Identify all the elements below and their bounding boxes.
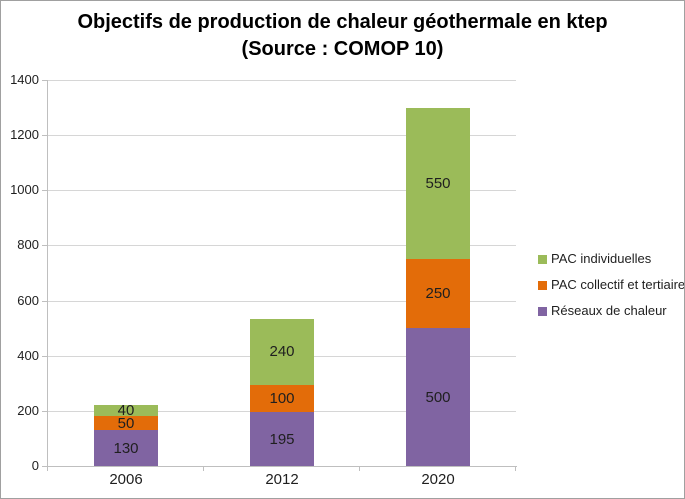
legend-label: PAC collectif et tertiaire [551,277,685,292]
y-axis-tick-label: 200 [17,402,39,418]
x-axis-tick [47,467,48,471]
legend-swatch [538,280,547,290]
bar-segment-label: 40 [117,402,135,420]
bar-segment: 500 [406,328,470,466]
bar-segment-label: 50 [117,414,135,432]
x-axis-label: 2006 [109,471,143,488]
bar-2006: 130 50 40 [94,402,158,466]
bar-segment: 50 [94,414,158,432]
gridline-1000 [48,190,516,192]
y-axis-line [47,80,48,467]
gridline-1400 [48,80,516,81]
bar-segment-label: 195 [269,430,295,448]
bar-segment: 100 [250,384,314,413]
bar-segment-label: 500 [425,388,451,406]
chart-title-line1: Objectifs de production de chaleur géoth… [77,11,608,33]
gridline-800 [48,245,516,247]
y-axis-tick [42,355,48,357]
legend-label: PAC individuelles [551,251,652,266]
x-axis-label: 2012 [265,471,299,488]
bar-segment: 195 [250,412,314,466]
bar-segment: 250 [406,259,470,329]
y-axis-tick [42,466,48,467]
legend-swatch [538,254,547,264]
x-axis-tick [515,467,516,471]
bar-segment: 240 [250,318,314,385]
chart-title: Objectifs de production de chaleur géoth… [1,9,684,63]
legend-swatch [538,306,547,316]
gridline-600 [48,300,516,302]
chart-title-line2: (Source : COMOP 10) [241,38,444,60]
y-axis-tick-label: 800 [17,237,39,253]
bar-segment-label: 240 [269,343,295,361]
x-axis-line [47,466,517,467]
y-axis-tick [42,135,48,137]
y-axis-tick [42,300,48,302]
y-axis-tick-label: 1000 [10,182,39,198]
bar-segment-label: 550 [425,174,451,192]
y-axis-tick-label: 400 [17,347,39,363]
y-axis-tick-label: 1400 [10,72,39,87]
bar-segment: 550 [406,107,470,260]
legend-label: Réseaux de chaleur [551,303,667,318]
x-axis-label: 2020 [421,471,455,488]
bar-segment-label: 130 [113,439,139,457]
legend-item: PAC collectif et tertiaire [538,277,684,293]
y-axis-tick [42,80,48,81]
legend: PAC individuelles PAC collectif et tertia… [538,251,684,329]
y-axis-tick [42,410,48,412]
y-axis-tick [42,190,48,192]
y-axis-tick-label: 1200 [10,127,39,143]
bar-2012: 195 100 240 [250,318,314,466]
legend-item: PAC individuelles [538,251,684,267]
y-axis-tick-label: 600 [17,292,39,308]
y-axis-tick [42,245,48,247]
bar-segment: 40 [94,402,158,420]
bar-segment-label: 250 [425,285,451,303]
x-axis-tick [359,467,360,471]
legend-item: Réseaux de chaleur [538,303,684,319]
y-axis-tick-label: 0 [31,458,39,473]
gridline-1200 [48,135,516,137]
x-axis-tick [203,467,204,471]
bar-segment-label: 100 [269,389,295,407]
plot-area: 130 50 40 195 100 240 500 250 550 [48,80,516,466]
bar-segment: 130 [94,430,158,466]
bar-2020: 500 250 550 [406,107,470,466]
